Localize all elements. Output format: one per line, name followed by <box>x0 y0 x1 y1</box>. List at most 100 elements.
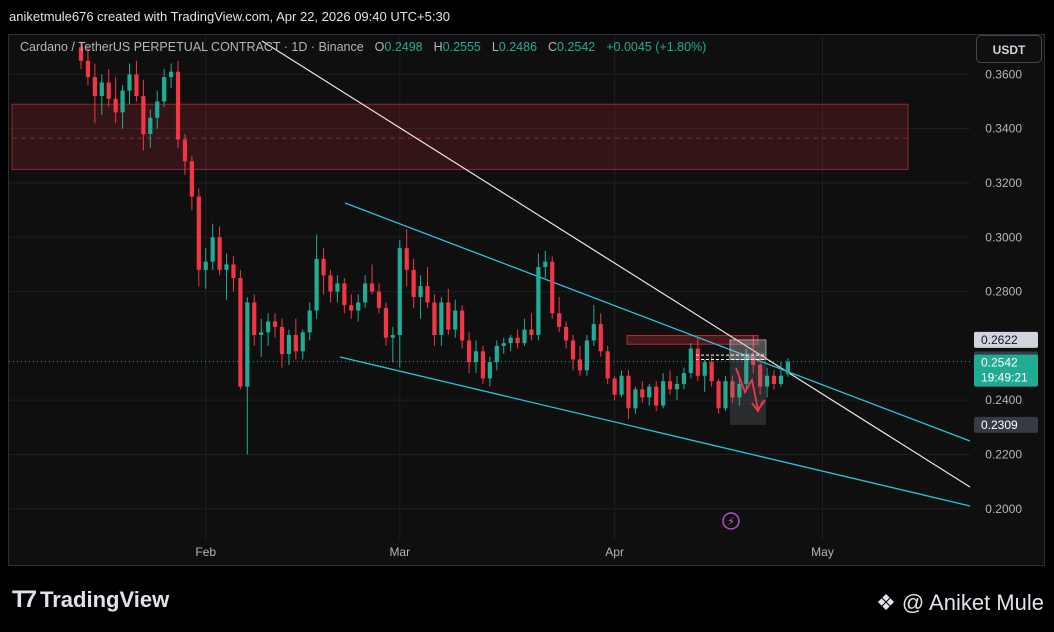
author-watermark: ❖ @ Aniket Mule <box>876 590 1044 616</box>
candle-body <box>78 47 84 61</box>
annotations: ⚡ <box>696 339 767 530</box>
candle-body <box>453 310 458 330</box>
candle-body <box>681 373 687 384</box>
symbol-interval[interactable]: 1D <box>291 40 308 54</box>
candle-body <box>314 258 319 311</box>
candle-body <box>501 343 506 346</box>
candle-body <box>238 277 243 387</box>
symbol-name[interactable]: Cardano / TetherUS PERPETUAL CONTRACT <box>20 40 281 54</box>
candle-body <box>619 375 624 395</box>
candle-body <box>356 302 361 311</box>
price-label <box>974 331 1038 348</box>
candle-body <box>522 329 527 344</box>
y-tick-label: 0.3000 <box>985 230 1022 244</box>
candle-body <box>418 286 423 298</box>
open-label: O <box>374 40 385 54</box>
candle-body <box>723 381 728 409</box>
candle-body <box>702 362 707 376</box>
binance-diamond-icon: ❖ <box>876 590 896 615</box>
candle-body <box>300 332 305 352</box>
candle-body <box>515 337 520 344</box>
projection-arrow-head <box>751 400 764 413</box>
candle-body <box>99 82 104 97</box>
close-value: 0.2542 <box>557 40 596 54</box>
candle-body <box>612 378 617 395</box>
candle-body <box>626 375 631 409</box>
candle-body <box>266 321 271 333</box>
candle-body <box>751 356 756 365</box>
candle-body <box>695 348 700 376</box>
candle-body <box>307 310 312 333</box>
candle-body <box>730 381 735 398</box>
symbol-exchange: Binance <box>318 40 364 54</box>
candle-body <box>404 248 409 270</box>
candle-body <box>709 362 714 382</box>
candle-body <box>785 361 790 374</box>
candle-body <box>272 321 278 327</box>
candle-body <box>688 348 693 374</box>
candle-body <box>328 275 333 292</box>
candles <box>78 41 790 455</box>
x-tick-label: Mar <box>389 545 410 559</box>
candle-body <box>376 291 382 308</box>
chart-panel[interactable] <box>8 34 1045 566</box>
candle-body <box>640 389 645 398</box>
y-tick-label: 0.3400 <box>985 122 1022 136</box>
candle-body <box>480 351 486 379</box>
candle-body <box>716 381 721 409</box>
candle-body <box>446 302 451 330</box>
y-tick-label: 0.3200 <box>985 176 1022 190</box>
candle-body <box>383 307 389 338</box>
candle-body <box>155 101 160 118</box>
candle-body <box>397 248 402 336</box>
candle-body <box>564 326 569 341</box>
currency-button[interactable]: USDT <box>976 35 1042 63</box>
candle-body <box>737 383 742 398</box>
candle-body <box>557 313 562 327</box>
candle-body <box>591 324 596 341</box>
candle-body <box>529 329 534 336</box>
tradingview-logo: T7 TradingView <box>12 586 169 614</box>
candle-body <box>321 258 326 276</box>
candle-body <box>106 82 111 99</box>
candle-body <box>439 302 444 336</box>
target-box <box>729 339 767 360</box>
candle-body <box>432 302 437 336</box>
candle-body <box>460 310 465 341</box>
candle-body <box>120 90 125 113</box>
y-tick-label: 0.2000 <box>985 502 1022 516</box>
y-tick-label: 0.2400 <box>985 393 1022 407</box>
created-by-header: aniketmule676 created with TradingView.c… <box>9 9 450 24</box>
candle-body <box>771 375 777 384</box>
candle-body <box>390 335 395 338</box>
candle-body <box>584 340 589 371</box>
low-value: 0.2486 <box>498 40 538 54</box>
x-tick-label: Feb <box>195 545 216 559</box>
symbol-info-line: Cardano / TetherUS PERPETUAL CONTRACT · … <box>20 40 707 54</box>
candle-body <box>764 375 770 387</box>
tradingview-logo-text: TradingView <box>40 587 170 612</box>
candle-body <box>369 283 375 292</box>
candle-body <box>113 98 118 113</box>
candle-body <box>259 332 264 336</box>
lightning-icon-glyph: ⚡ <box>727 516 735 528</box>
price-label-text: 0.2622 <box>981 333 1018 347</box>
candle-body <box>217 237 222 270</box>
grid-lines <box>9 35 970 540</box>
candle-body <box>127 74 132 91</box>
candle-body <box>661 381 666 406</box>
candle-body <box>335 283 340 292</box>
candle-body <box>654 386 659 406</box>
candle-body <box>411 269 416 298</box>
candle-body <box>577 359 583 371</box>
change-value: +0.0045 (+1.80%) <box>606 40 707 54</box>
candle-body <box>245 302 250 387</box>
candle-body <box>550 261 555 314</box>
candle-body <box>473 351 479 363</box>
candle-body <box>425 286 430 303</box>
candle-body <box>231 264 236 278</box>
candle-body <box>667 381 673 390</box>
candle-body <box>182 139 188 162</box>
candle-body <box>175 71 181 140</box>
